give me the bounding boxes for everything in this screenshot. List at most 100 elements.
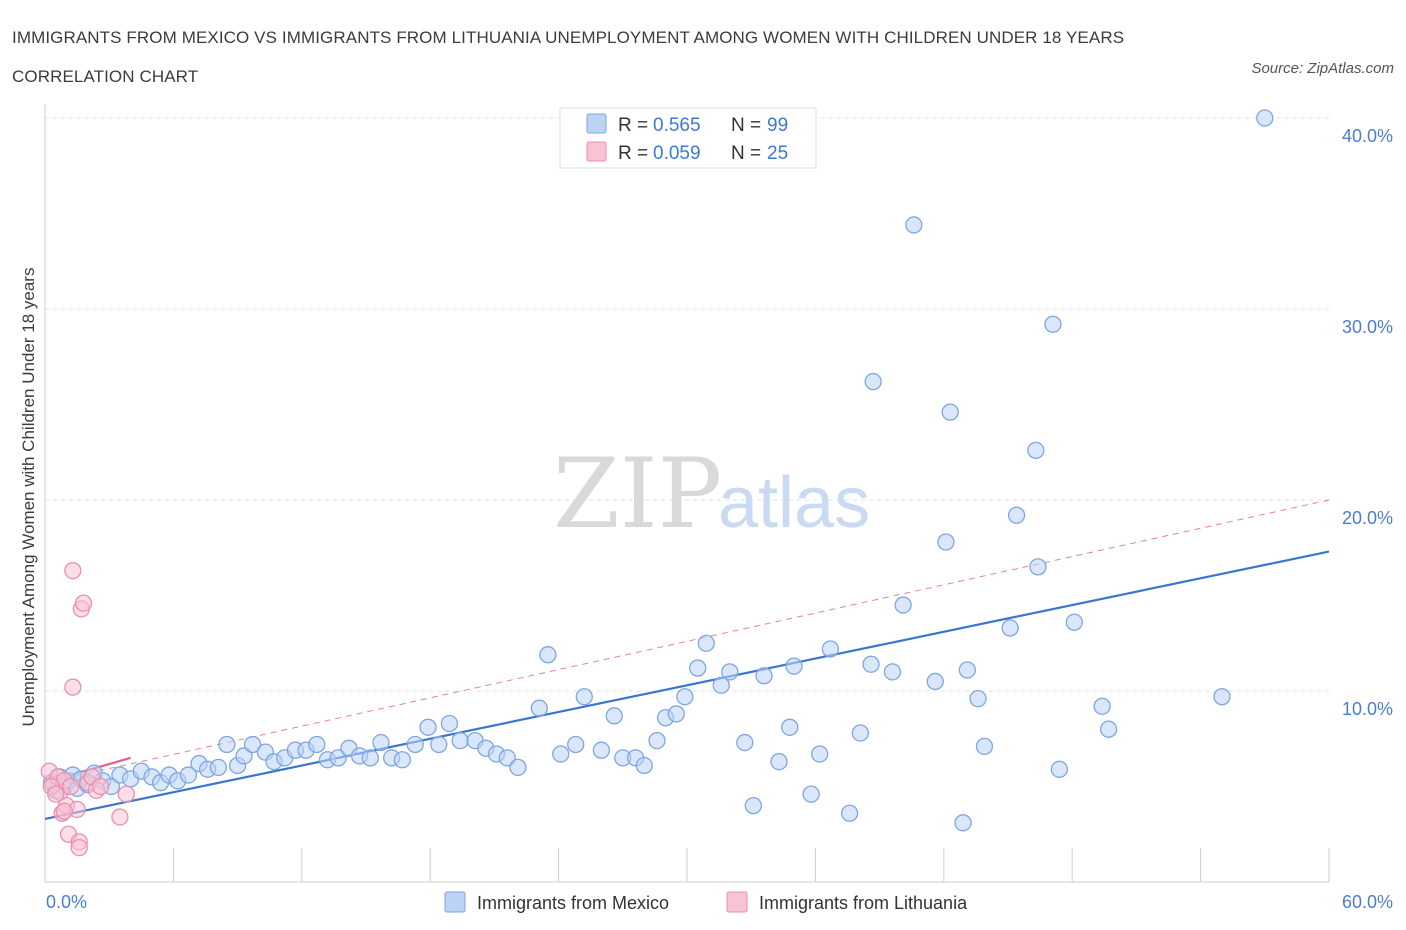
legend-swatch-lithuania (586, 141, 607, 162)
y-tick-label: 10.0% (1342, 699, 1393, 719)
mexico-point (530, 699, 548, 717)
lithuania-point (91, 777, 110, 796)
mexico-point (851, 724, 869, 742)
mexico-point (575, 688, 593, 706)
mexico-point (329, 749, 347, 767)
mexico-point (179, 766, 198, 784)
legend-n-value: 25 (767, 143, 788, 164)
mexico-point (1213, 688, 1231, 706)
watermark-atlas: atlas (718, 463, 870, 543)
mexico-point (440, 714, 459, 733)
y-tick-label: 30.0% (1342, 317, 1393, 337)
mexico-point (1044, 315, 1062, 333)
lithuania-point (64, 562, 82, 580)
mexico-point (1093, 697, 1111, 715)
mexico-point (785, 657, 803, 675)
mexico-point (736, 733, 754, 752)
mexico-point (781, 718, 799, 736)
mexico-point (430, 735, 448, 754)
series-legend-item-lithuania[interactable]: Immigrants from Lithuania (726, 891, 968, 913)
mexico-point (605, 707, 623, 725)
lithuania-point (111, 808, 129, 826)
mexico-point (941, 403, 959, 421)
watermark: ZIP atlas (553, 438, 870, 550)
mexico-point (451, 732, 469, 750)
watermark-zip: ZIP (553, 438, 722, 550)
mexico-point (509, 758, 527, 777)
mexico-point (1029, 558, 1047, 576)
mexico-point (802, 785, 820, 803)
mexico-point (635, 756, 653, 775)
lithuania-point (47, 785, 65, 803)
series-legend-item-mexico[interactable]: Immigrants from Mexico (444, 891, 669, 913)
mexico-point (648, 732, 666, 750)
legend-n-value: 99 (767, 115, 788, 136)
data-points (40, 109, 1274, 857)
lithuania-point (62, 777, 80, 796)
lithuania-point (64, 678, 82, 696)
lithuania-point (74, 594, 93, 612)
x-tick-label: 0.0% (46, 892, 87, 912)
mexico-point (406, 735, 424, 754)
legend-r-value: 0.565 (653, 115, 701, 136)
legend-r-value: 0.059 (653, 143, 701, 164)
mexico-point (1065, 613, 1083, 631)
mexico-point (862, 655, 880, 673)
mexico-point (209, 758, 227, 777)
legend-row-mexico: R = 0.565 N = 99 (586, 113, 788, 136)
series-label-lithuania: Immigrants from Lithuania (759, 893, 968, 913)
mexico-point (864, 372, 882, 391)
stats-legend: R = 0.565 N = 99 R = 0.059 N = 25 (559, 107, 817, 169)
mexico-point (883, 663, 902, 681)
mexico-point (498, 749, 516, 767)
lithuania-point (117, 785, 135, 803)
mexico-point (894, 596, 912, 614)
legend-r-label: R = (618, 115, 648, 136)
mexico-point (697, 634, 715, 652)
mexico-point (372, 733, 390, 752)
mexico-point (958, 661, 976, 679)
mexico-point (926, 672, 944, 691)
mexico-point (712, 676, 730, 694)
grid-lines (45, 117, 1329, 692)
mexico-point (1256, 109, 1274, 127)
source-label: Source: ZipAtlas.com (1251, 60, 1394, 77)
mexico-point (218, 735, 236, 754)
mexico-point (689, 659, 707, 677)
legend-r-label: R = (618, 143, 648, 164)
mexico-point (667, 705, 685, 723)
legend-n-label: N = (731, 115, 761, 136)
mexico-point (243, 735, 262, 754)
x-tick-label: 60.0% (1342, 892, 1393, 912)
mexico-trend-line (44, 550, 1330, 821)
mexico-point (969, 689, 987, 708)
y-axis-title: Unemployment Among Women with Children U… (19, 268, 38, 727)
y-tick-label: 40.0% (1342, 126, 1393, 146)
mexico-point (1050, 760, 1069, 778)
mexico-point (811, 745, 829, 763)
mexico-point (821, 640, 840, 658)
axes (44, 104, 1330, 883)
mexico-point (755, 667, 773, 685)
mexico-point (393, 751, 412, 769)
lithuania-point (55, 802, 73, 820)
chart-title: IMMIGRANTS FROM MEXICO VS IMMIGRANTS FRO… (12, 28, 1125, 86)
mexico-point (552, 745, 570, 763)
mexico-point (975, 737, 994, 756)
mexico-point (1007, 506, 1026, 524)
mexico-point (744, 796, 762, 815)
y-tick-labels: 10.0% 20.0% 30.0% 40.0% (1342, 126, 1393, 719)
mexico-point (539, 646, 557, 664)
legend-swatch-mexico (586, 113, 607, 134)
series-swatch-lithuania (726, 891, 748, 913)
legend-n-label: N = (731, 143, 761, 164)
mexico-point (361, 749, 379, 767)
y-tick-label: 20.0% (1342, 508, 1393, 528)
mexico-point (419, 718, 437, 736)
mexico-point (308, 735, 326, 754)
mexico-point (905, 216, 923, 234)
mexico-point (937, 533, 955, 551)
mexico-point (1099, 720, 1118, 738)
x-tick-labels: 0.0% 60.0% (46, 892, 1393, 912)
